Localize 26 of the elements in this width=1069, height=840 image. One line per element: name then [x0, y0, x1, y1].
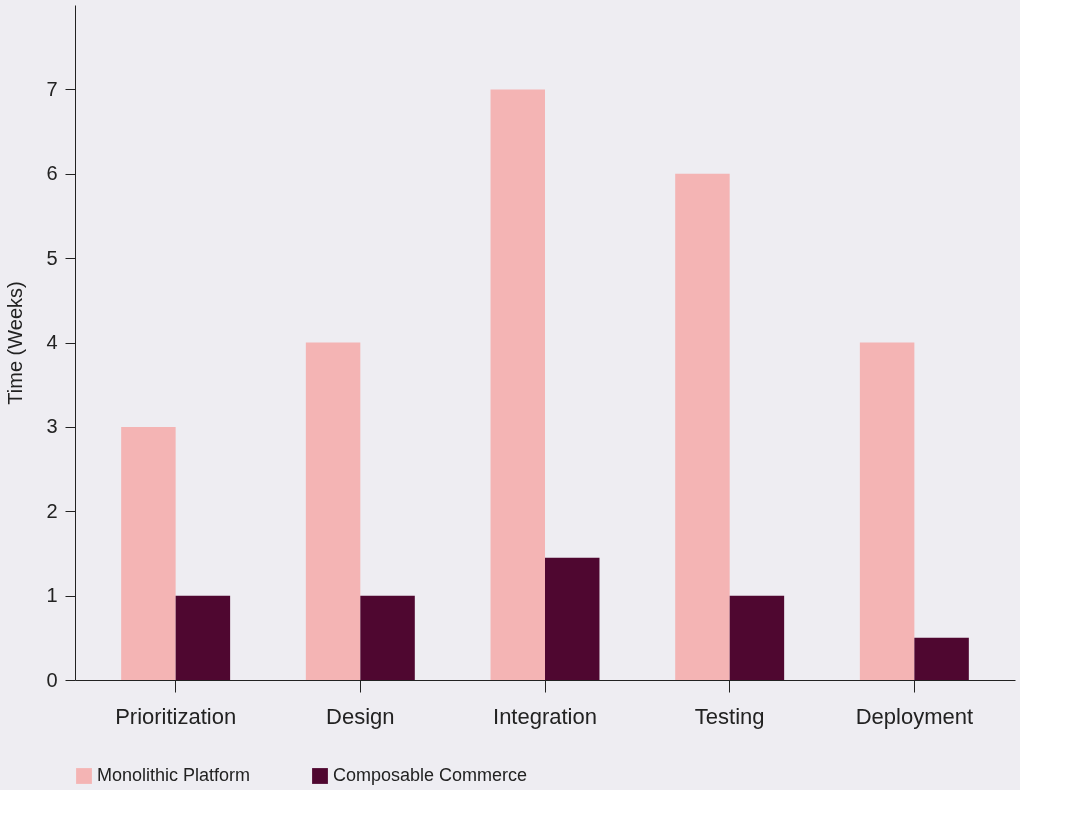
x-tick-label: Testing: [694, 703, 765, 729]
y-tick-label: 7: [46, 77, 58, 100]
bar: [305, 342, 361, 680]
y-tick-label: 0: [46, 668, 58, 691]
y-tick-label: 5: [46, 246, 58, 269]
bar: [859, 342, 915, 680]
bar: [675, 173, 730, 680]
bar: [490, 89, 545, 680]
y-axis-title: Time (Weeks): [4, 281, 27, 405]
y-tick-label: 1: [46, 584, 58, 607]
bar: [360, 595, 415, 680]
x-tick-label: Design: [326, 703, 395, 729]
x-tick-label: Integration: [493, 703, 597, 729]
y-tick-label: 6: [46, 162, 58, 185]
legend-label: Monolithic Platform: [97, 765, 251, 785]
legend-label: Composable Commerce: [333, 765, 528, 785]
x-tick-label: Deployment: [855, 703, 974, 729]
bar: [914, 637, 969, 680]
y-tick-label: 2: [46, 499, 58, 522]
bar: [121, 426, 176, 680]
y-tick-label: 4: [46, 331, 58, 353]
y-tick-label: 3: [46, 415, 58, 438]
x-tick-label: Prioritization: [115, 703, 237, 729]
bar: [175, 595, 231, 680]
bar: [545, 557, 600, 680]
bar: [729, 595, 785, 680]
